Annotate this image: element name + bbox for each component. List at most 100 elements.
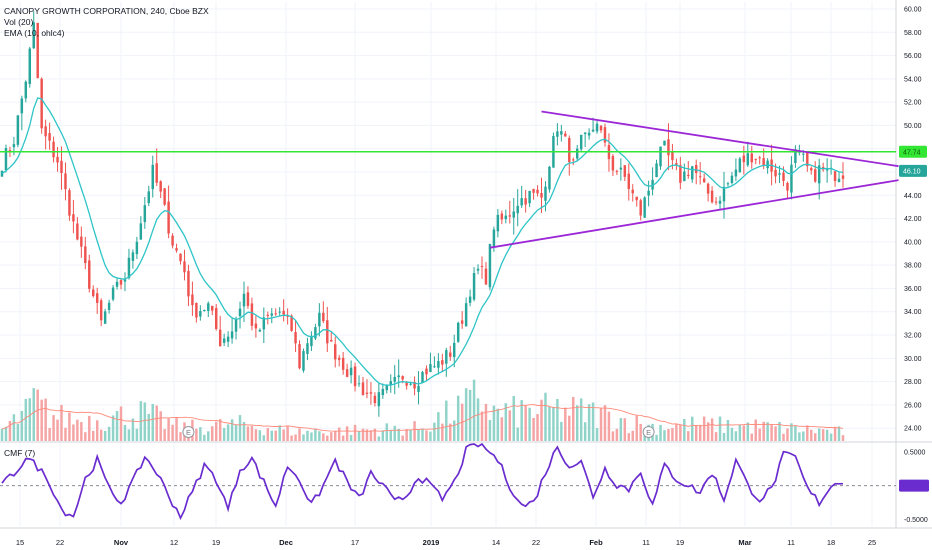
candle-body <box>623 165 627 177</box>
candle-body <box>107 302 111 310</box>
ema-legend[interactable]: EMA (10, ohlc4) <box>4 28 65 38</box>
candle-body <box>413 381 416 389</box>
candle-body <box>730 175 734 184</box>
volume-bar <box>833 426 837 441</box>
candle-body <box>508 215 512 217</box>
candle-body <box>147 191 151 204</box>
volume-bar <box>706 422 710 441</box>
candle-body <box>778 173 781 175</box>
volume-bar <box>345 426 349 441</box>
volume-bar <box>127 429 131 441</box>
volume-bar <box>199 427 202 441</box>
candle-body <box>20 98 24 114</box>
price-tick-label: 52.00 <box>904 100 922 107</box>
time-tick-label: 15 <box>16 538 24 547</box>
volume-bar <box>746 422 750 441</box>
candle-body <box>52 141 55 158</box>
volume-bar <box>24 398 28 441</box>
volume-bar <box>560 421 563 441</box>
candle-body <box>115 281 119 287</box>
candle-body <box>651 179 654 190</box>
candle-body <box>667 139 670 156</box>
volume-bar <box>84 432 87 441</box>
time-tick-label: 19 <box>212 538 220 547</box>
candle-body <box>127 257 131 279</box>
volume-bar <box>611 431 615 441</box>
volume-bar <box>99 429 103 441</box>
candle-body <box>80 236 83 247</box>
volume-bar <box>250 426 254 441</box>
candle-body <box>103 311 107 324</box>
volume-bar <box>472 379 476 441</box>
volume-bar <box>32 388 35 441</box>
trendline-upper[interactable] <box>541 110 899 168</box>
candle-body <box>230 331 234 339</box>
volume-bar <box>480 411 484 441</box>
volume-bar <box>68 412 71 441</box>
volume-bar <box>726 419 730 441</box>
volume-bar <box>421 428 424 441</box>
candle-body <box>218 329 222 347</box>
candle-body <box>199 311 202 317</box>
candle-body <box>135 241 139 255</box>
trendline-lower[interactable] <box>489 179 899 249</box>
candle-body <box>694 165 698 174</box>
volume-bar <box>508 410 512 441</box>
volume-bar <box>512 395 515 441</box>
volume-bar <box>536 414 539 441</box>
candle-body <box>92 289 95 297</box>
candle-body <box>758 157 761 159</box>
candle-body <box>520 198 523 206</box>
volume-bar <box>687 431 690 441</box>
candle-body <box>754 159 757 161</box>
candle-body <box>28 48 31 84</box>
candle-body <box>131 252 135 261</box>
volume-bar <box>675 423 678 441</box>
volume-bar <box>821 429 825 441</box>
volume-bar <box>171 424 174 441</box>
volume-bar <box>0 428 4 441</box>
candle-body <box>817 165 821 184</box>
time-tick-label: 14 <box>492 538 500 547</box>
candle-body <box>437 361 440 368</box>
candle-body <box>191 294 194 306</box>
candle-body <box>207 303 210 311</box>
volume-bar <box>123 424 127 441</box>
volume-bar <box>790 423 793 441</box>
candle-body <box>698 176 702 178</box>
candle-body <box>381 388 385 396</box>
volume-bar <box>349 434 353 441</box>
volume-bar <box>778 421 781 441</box>
candle-body <box>782 172 785 181</box>
volume-bar <box>468 389 472 441</box>
volume-bar <box>841 435 845 441</box>
volume-bar <box>579 398 583 441</box>
volume-bar <box>655 434 658 441</box>
volume-bar <box>500 417 504 441</box>
earnings-marker-label: E <box>186 428 191 437</box>
volume-bar <box>353 424 357 441</box>
candle-body <box>179 253 182 262</box>
earnings-marker[interactable] <box>182 426 195 438</box>
candle-body <box>119 280 123 285</box>
candle-body <box>111 287 115 300</box>
candle-body <box>575 148 579 159</box>
volume-bar <box>409 429 412 441</box>
candle-body <box>512 211 515 218</box>
candle-body <box>262 317 266 330</box>
candle-body <box>72 214 75 222</box>
candle-body <box>24 81 28 99</box>
volume-bar <box>766 422 769 441</box>
price-tick-label: 34.00 <box>904 309 922 316</box>
candle-body <box>330 340 333 342</box>
earnings-marker[interactable] <box>642 426 655 438</box>
volume-bar <box>103 430 107 441</box>
cmf-legend[interactable]: CMF (7) <box>4 448 36 458</box>
volume-bar <box>572 396 575 441</box>
volume-legend[interactable]: Vol (20) <box>4 17 34 27</box>
candle-body <box>449 352 452 357</box>
candle-body <box>631 189 634 194</box>
volume-bar <box>595 428 599 441</box>
symbol-title[interactable]: CANOPY GROWTH CORPORATION, 240, Cboe BZX <box>4 6 209 16</box>
